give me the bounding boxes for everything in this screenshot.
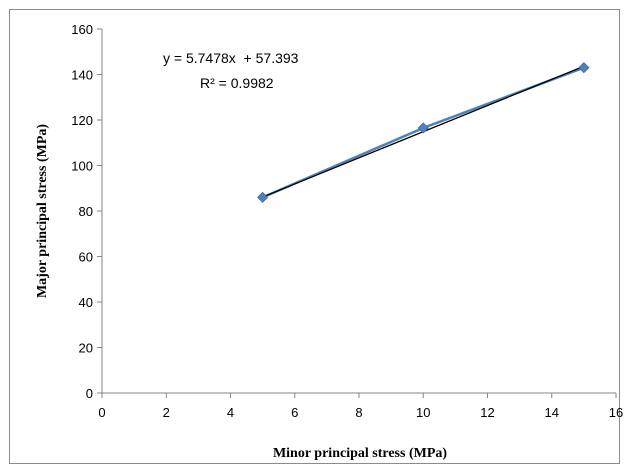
x-tick-label: 0: [98, 405, 105, 420]
series-group: [257, 62, 590, 203]
y-tick-label: 60: [79, 250, 93, 265]
x-tick-label: 14: [545, 405, 559, 420]
axes: [97, 28, 617, 398]
x-tick-label: 2: [163, 405, 170, 420]
y-tick-label: 0: [86, 386, 93, 401]
data-point-marker: [417, 122, 429, 134]
data-point-marker: [257, 191, 269, 203]
chart-frame: [9, 9, 620, 464]
x-tick-label: 4: [227, 405, 234, 420]
y-tick-label: 40: [79, 295, 93, 310]
trendline-equation: y = 5.7478x + 57.393: [163, 50, 299, 66]
y-tick-label: 100: [71, 159, 93, 174]
y-tick-label: 80: [79, 204, 93, 219]
y-tick-labels: 0 20 40 60 80 100 120 140 160: [71, 22, 93, 401]
x-tick-label: 8: [355, 405, 362, 420]
x-tick-labels: 0 2 4 6 8 10 12 14 16: [98, 405, 623, 420]
x-tick-label: 10: [416, 405, 430, 420]
y-tick-label: 20: [79, 341, 93, 356]
x-tick-label: 12: [480, 405, 494, 420]
y-axis-title: Major principal stress (MPa): [35, 124, 50, 298]
data-point-marker: [578, 62, 590, 74]
x-axis-title: Minor principal stress (MPa): [273, 446, 447, 461]
y-tick-label: 140: [71, 68, 93, 83]
x-tick-label: 16: [609, 405, 623, 420]
r-squared-label: R² = 0.9982: [200, 75, 274, 91]
y-tick-label: 160: [71, 22, 93, 37]
y-tick-label: 120: [71, 113, 93, 128]
x-tick-label: 6: [291, 405, 298, 420]
